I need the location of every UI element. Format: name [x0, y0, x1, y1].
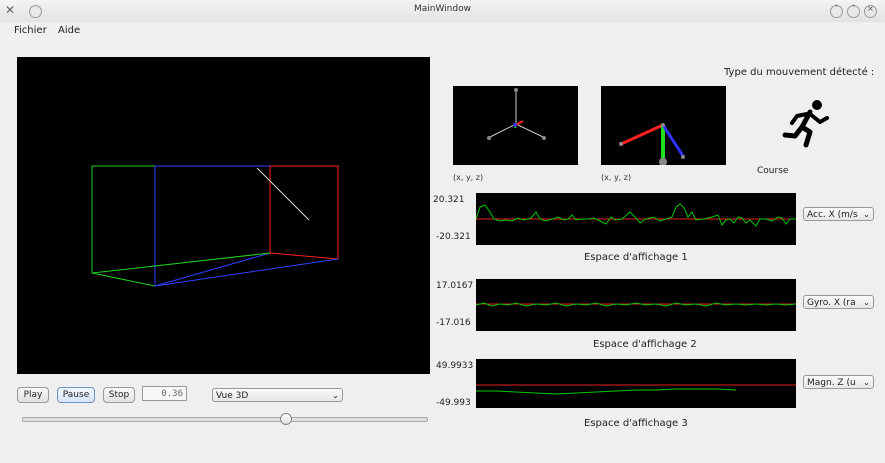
menu-aide[interactable]: Aide — [58, 25, 81, 36]
plot1-sensor-select[interactable]: Acc. X (m/s ⌄ — [803, 207, 874, 221]
plot3-graph — [476, 384, 796, 395]
window-menu-button[interactable] — [29, 5, 42, 18]
window-title: MainWindow — [414, 4, 471, 14]
plot2-canvas — [475, 279, 797, 331]
time-display[interactable]: 0.36 — [142, 386, 187, 401]
plot1-graph — [475, 203, 796, 227]
movement-header: Type du mouvement détecté : — [724, 67, 875, 78]
minimize-button[interactable]: ˅ — [830, 4, 843, 18]
plot2-signal-line — [475, 302, 797, 307]
plot3-sensor-value: Magn. Z (u — [807, 378, 856, 388]
app-close-icon[interactable]: ✕ — [5, 3, 16, 17]
plot3-sensor-select[interactable]: Magn. Z (u ⌄ — [803, 375, 874, 389]
plot2-graph — [475, 302, 797, 307]
orientation-label-left: (x, y, z) — [453, 173, 484, 182]
maximize-button[interactable]: ˄ — [847, 4, 860, 18]
orientation-view-left — [453, 86, 578, 165]
stop-button[interactable]: Stop — [103, 387, 135, 403]
trajectory-line — [256, 167, 310, 221]
chevron-down-icon: ⌄ — [332, 391, 339, 400]
chevron-up-icon: ˄ — [851, 4, 856, 13]
plot1-min-label: -20.321 — [436, 232, 471, 242]
3d-view[interactable] — [17, 57, 430, 374]
plot2-sensor-select[interactable]: Gyro. X (ra ⌄ — [803, 295, 874, 309]
chevron-down-icon: ⌄ — [863, 298, 870, 307]
plot1-caption: Espace d'affichage 1 — [584, 252, 688, 263]
pause-button[interactable]: Pause — [57, 387, 95, 403]
chevron-down-icon: ⌄ — [863, 210, 870, 219]
plot3-caption: Espace d'affichage 3 — [584, 418, 688, 429]
running-person-icon — [782, 100, 829, 148]
movement-type-label: Course — [757, 166, 789, 176]
plot1-canvas — [475, 193, 796, 245]
plot2-min-label: -17.016 — [436, 318, 471, 328]
plot1-max-label: 20.321 — [433, 195, 465, 205]
menu-bar: Fichier Aide — [0, 22, 885, 38]
plot2-sensor-value: Gyro. X (ra — [807, 298, 856, 308]
box-face-front — [154, 165, 271, 287]
close-button[interactable]: × — [864, 4, 877, 18]
box-edge-floor-front — [154, 258, 339, 287]
plot3-max-label: 49.9933 — [436, 361, 474, 371]
plot3-canvas — [476, 359, 796, 408]
timeline-slider-handle[interactable] — [279, 413, 292, 425]
plot2-caption: Espace d'affichage 2 — [593, 339, 697, 350]
orientation-label-right: (x, y, z) — [601, 173, 632, 182]
timeline-slider[interactable] — [22, 417, 428, 422]
orientation-view-right — [601, 86, 726, 166]
box-edge-floor-back — [91, 252, 271, 274]
title-bar: ✕ MainWindow ˅ ˄ × — [0, 0, 885, 22]
chevron-down-icon: ˅ — [834, 4, 839, 13]
close-icon: × — [867, 4, 874, 13]
menu-fichier[interactable]: Fichier — [14, 25, 47, 36]
view-select[interactable]: Vue 3D ⌄ — [212, 388, 343, 402]
plot3-signal-line — [476, 388, 737, 395]
3d-box-render — [91, 165, 339, 287]
plot3-min-label: -49.993 — [436, 398, 471, 408]
plot1-sensor-value: Acc. X (m/s — [807, 210, 858, 220]
box-face-left — [91, 165, 156, 287]
plot2-max-label: 17.0167 — [436, 281, 474, 291]
axis-gizmo-right — [619, 123, 685, 166]
axis-gizmo-left — [487, 88, 546, 140]
play-button[interactable]: Play — [17, 387, 49, 403]
plot1-signal-line — [475, 203, 796, 227]
box-face-right — [269, 165, 339, 260]
chevron-down-icon: ⌄ — [863, 378, 870, 387]
view-select-value: Vue 3D — [216, 391, 249, 401]
